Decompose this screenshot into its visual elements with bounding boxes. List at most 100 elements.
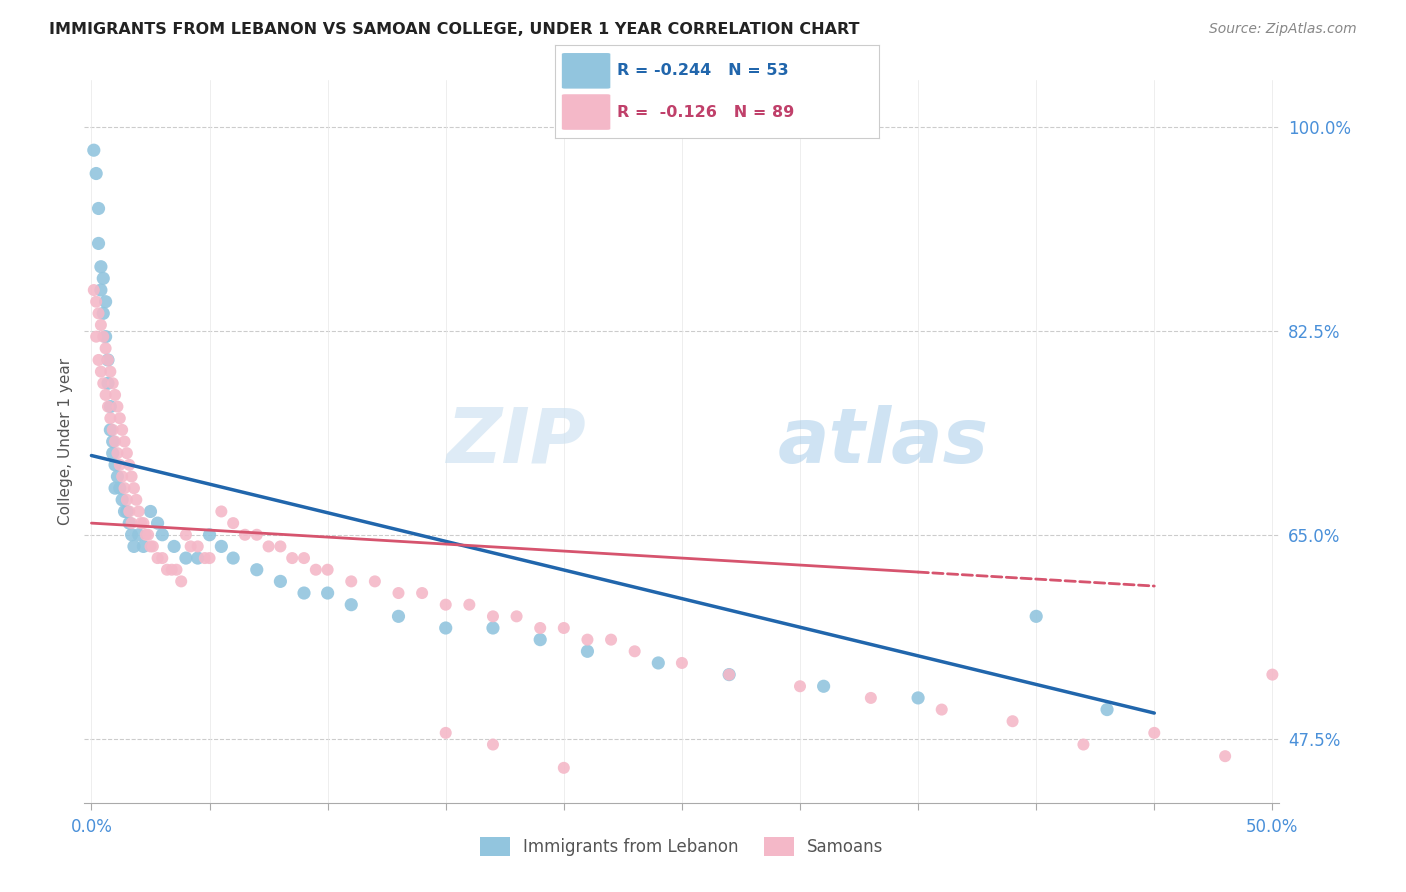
Point <box>246 563 269 577</box>
Point <box>789 679 811 693</box>
Point <box>166 563 188 577</box>
Point <box>718 667 741 681</box>
Point <box>246 528 269 542</box>
Point <box>90 365 112 379</box>
Point <box>121 528 143 542</box>
Point <box>194 551 217 566</box>
Point <box>198 528 221 542</box>
Point <box>600 632 623 647</box>
Point <box>91 306 114 320</box>
Point <box>142 540 165 554</box>
Point <box>139 540 162 554</box>
Point <box>101 376 124 391</box>
Point <box>90 318 112 332</box>
Point <box>122 540 145 554</box>
Point <box>482 609 505 624</box>
Point <box>198 551 221 566</box>
Point <box>98 411 121 425</box>
Point <box>160 563 183 577</box>
Point <box>121 469 143 483</box>
Point <box>174 528 197 542</box>
Point <box>128 504 150 518</box>
Point <box>340 598 363 612</box>
Point <box>233 528 256 542</box>
Point <box>292 551 315 566</box>
Point <box>387 586 409 600</box>
Text: Source: ZipAtlas.com: Source: ZipAtlas.com <box>1209 22 1357 37</box>
Point <box>97 400 120 414</box>
Point <box>115 446 138 460</box>
Point <box>101 423 124 437</box>
Point <box>84 294 107 309</box>
Point <box>90 260 112 274</box>
Point <box>859 690 882 705</box>
Point <box>553 761 575 775</box>
Point <box>87 306 110 320</box>
Point <box>98 400 121 414</box>
Point <box>94 294 117 309</box>
Point <box>107 446 129 460</box>
FancyBboxPatch shape <box>562 53 610 88</box>
Point <box>222 551 245 566</box>
Point <box>104 481 127 495</box>
Point <box>163 540 186 554</box>
Point <box>458 598 481 612</box>
Point <box>269 574 291 589</box>
Point <box>104 388 127 402</box>
Point <box>434 598 457 612</box>
Point <box>174 551 197 566</box>
Point <box>576 632 599 647</box>
Point <box>114 504 136 518</box>
Point <box>156 563 179 577</box>
Text: R = -0.244   N = 53: R = -0.244 N = 53 <box>617 63 789 78</box>
Point <box>98 423 121 437</box>
Point <box>101 446 124 460</box>
Point <box>84 167 107 181</box>
Point <box>108 411 131 425</box>
Point <box>125 492 148 507</box>
Point <box>180 540 202 554</box>
Point <box>91 376 114 391</box>
Point <box>553 621 575 635</box>
Point <box>115 492 138 507</box>
Point <box>101 434 124 449</box>
Point <box>434 621 457 635</box>
Text: atlas: atlas <box>778 405 988 478</box>
Point <box>108 481 131 495</box>
Point <box>87 236 110 251</box>
Point <box>292 586 315 600</box>
Point <box>118 516 141 530</box>
Point <box>84 329 107 343</box>
Point <box>83 143 105 157</box>
Point <box>316 586 339 600</box>
Point <box>94 329 117 343</box>
Point <box>97 353 120 368</box>
Point <box>1143 726 1166 740</box>
Point <box>97 376 120 391</box>
Point <box>135 528 157 542</box>
Point <box>150 528 173 542</box>
Point <box>209 540 232 554</box>
Point <box>718 667 741 681</box>
Point <box>104 458 127 472</box>
Point <box>90 283 112 297</box>
Point <box>98 365 121 379</box>
Point <box>118 458 141 472</box>
Point <box>257 540 280 554</box>
Point <box>107 400 129 414</box>
Point <box>305 563 328 577</box>
Point <box>108 458 131 472</box>
Y-axis label: College, Under 1 year: College, Under 1 year <box>58 358 73 525</box>
Point <box>170 574 193 589</box>
Point <box>1095 702 1118 716</box>
Point <box>529 632 551 647</box>
Text: IMMIGRANTS FROM LEBANON VS SAMOAN COLLEGE, UNDER 1 YEAR CORRELATION CHART: IMMIGRANTS FROM LEBANON VS SAMOAN COLLEG… <box>49 22 859 37</box>
Text: R =  -0.126   N = 89: R = -0.126 N = 89 <box>617 104 794 120</box>
Point <box>364 574 387 589</box>
Point <box>931 702 953 716</box>
Point <box>114 481 136 495</box>
Point <box>91 329 114 343</box>
Point <box>146 516 169 530</box>
Legend: Immigrants from Lebanon, Samoans: Immigrants from Lebanon, Samoans <box>474 830 890 863</box>
Point <box>118 504 141 518</box>
